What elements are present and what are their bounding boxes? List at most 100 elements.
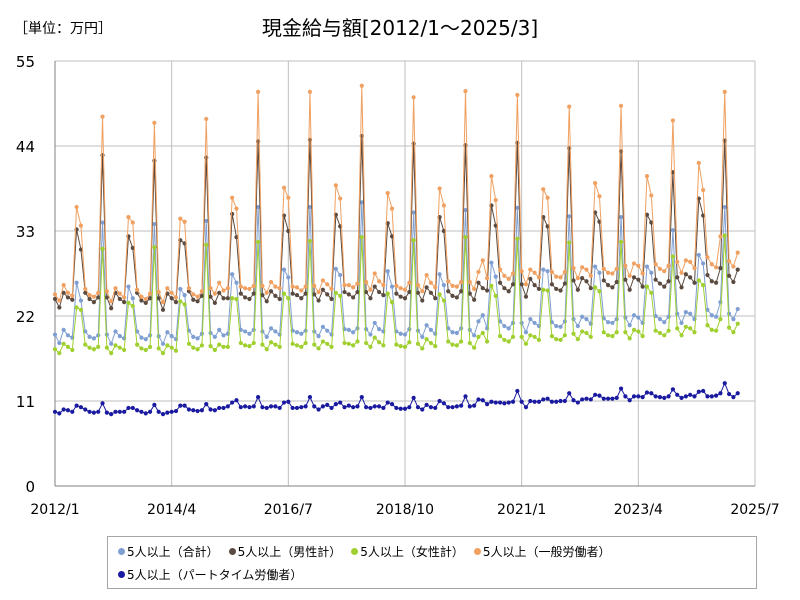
data-point-parttime	[204, 401, 209, 407]
data-point-male	[549, 282, 555, 287]
data-point-female	[731, 330, 736, 335]
data-point-female	[614, 330, 619, 335]
data-point-female	[618, 239, 624, 244]
data-point-female	[666, 328, 671, 333]
data-point-female	[169, 345, 174, 350]
data-point-general	[212, 291, 217, 296]
data-point-total	[597, 270, 602, 275]
data-point-male	[636, 277, 641, 282]
data-point-general	[100, 114, 105, 119]
data-point-male	[502, 286, 507, 291]
data-point-general	[355, 281, 360, 286]
data-point-male	[247, 296, 252, 302]
data-point-male	[312, 292, 317, 297]
data-point-male	[614, 279, 619, 285]
data-point-general	[584, 267, 589, 272]
data-point-general	[618, 103, 624, 108]
data-point-male	[329, 296, 334, 302]
data-point-male	[195, 299, 200, 304]
data-point-female	[485, 339, 490, 344]
data-point-parttime	[109, 412, 114, 417]
data-point-parttime	[359, 395, 364, 400]
data-point-parttime	[316, 407, 321, 412]
data-point-female	[307, 238, 313, 244]
data-point-general	[385, 191, 390, 196]
data-point-total	[130, 296, 135, 301]
data-point-female	[515, 236, 520, 241]
data-point-total	[523, 330, 529, 335]
data-point-female	[320, 339, 325, 344]
data-point-total	[243, 329, 248, 334]
data-point-parttime	[87, 409, 92, 414]
data-point-total	[104, 332, 109, 337]
data-point-general	[424, 272, 429, 278]
data-point-female	[610, 333, 615, 339]
data-point-female	[65, 344, 71, 350]
data-point-female	[688, 326, 693, 331]
data-point-female	[156, 346, 161, 351]
data-point-total	[65, 333, 71, 338]
data-point-parttime	[364, 405, 369, 410]
data-point-parttime	[130, 405, 135, 411]
data-point-parttime	[299, 405, 304, 410]
data-point-parttime	[83, 407, 88, 412]
data-point-female	[562, 333, 567, 338]
data-point-male	[398, 294, 403, 299]
data-point-total	[299, 331, 304, 336]
data-point-general	[623, 263, 628, 268]
data-point-male	[208, 294, 213, 299]
data-point-total	[316, 333, 321, 339]
data-point-male	[351, 295, 356, 300]
data-point-general	[303, 284, 308, 289]
data-point-female	[208, 344, 213, 349]
data-point-general	[91, 294, 96, 299]
data-point-female	[329, 344, 334, 350]
data-point-male	[528, 276, 533, 282]
data-point-male	[523, 294, 529, 299]
data-point-general	[329, 286, 334, 292]
data-point-parttime	[191, 408, 196, 413]
data-point-female	[657, 330, 663, 336]
data-point-total	[420, 334, 425, 339]
data-point-parttime	[342, 405, 347, 410]
data-point-parttime	[385, 400, 390, 405]
data-point-general	[156, 289, 161, 295]
data-point-total	[722, 204, 727, 210]
data-point-total	[580, 314, 585, 319]
data-point-total	[631, 313, 637, 318]
data-point-parttime	[398, 406, 403, 411]
data-point-female	[476, 334, 481, 339]
data-point-general	[562, 269, 567, 275]
data-point-total	[709, 313, 714, 318]
data-point-general	[441, 203, 446, 208]
series-male	[52, 133, 740, 312]
data-point-general	[649, 193, 654, 198]
data-point-parttime	[558, 398, 563, 404]
data-point-male	[169, 296, 174, 301]
data-point-female	[696, 278, 701, 283]
data-point-total	[614, 316, 619, 322]
data-point-male	[701, 213, 706, 218]
data-point-total	[61, 327, 66, 333]
data-point-parttime	[670, 387, 676, 392]
data-point-male	[519, 282, 524, 287]
data-point-female	[726, 325, 732, 330]
data-point-female	[255, 239, 261, 244]
legend-item-general: 5人以上（一般労働者）	[473, 543, 611, 560]
data-point-general	[268, 279, 274, 285]
data-point-parttime	[186, 407, 192, 412]
x-tick-label: 2021/1	[497, 502, 546, 518]
data-point-parttime	[57, 411, 62, 416]
data-point-general	[299, 288, 304, 293]
data-point-female	[450, 342, 455, 347]
data-point-male	[299, 296, 304, 301]
data-point-female	[536, 337, 542, 343]
data-point-parttime	[329, 405, 334, 411]
data-point-parttime	[169, 409, 174, 414]
data-point-male	[714, 280, 719, 285]
data-point-parttime	[605, 396, 611, 401]
data-point-male	[346, 292, 351, 297]
data-point-general	[670, 118, 676, 123]
data-point-general	[402, 287, 408, 292]
data-point-male	[57, 305, 62, 310]
